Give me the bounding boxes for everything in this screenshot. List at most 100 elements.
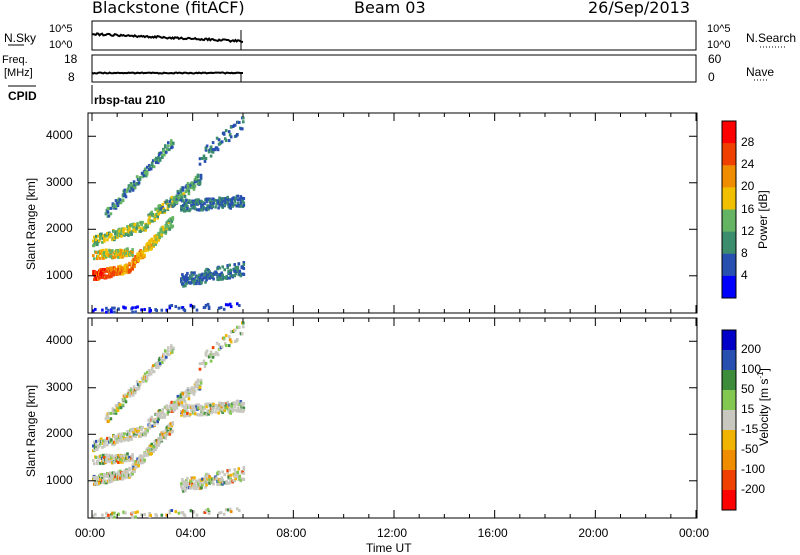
- rti-cell: [148, 420, 151, 424]
- rti-cell: [185, 403, 188, 407]
- rti-cell: [224, 139, 228, 142]
- rti-cell: [233, 123, 237, 127]
- rti-cell: [99, 251, 102, 255]
- rti-cell: [146, 446, 149, 450]
- rti-cell: [122, 434, 125, 438]
- rti-cell: [143, 513, 146, 516]
- rti-cell: [164, 349, 167, 353]
- rti-cell: [171, 404, 175, 408]
- colorbar-frame: [721, 329, 737, 511]
- nsky-label: N.Sky: [4, 31, 37, 45]
- rti-cell: [118, 432, 121, 436]
- rti-cell: [229, 473, 232, 477]
- rti-cell: [193, 202, 196, 206]
- rti-cell: [99, 456, 102, 460]
- rti-cell: [207, 355, 211, 359]
- rti-cell: [188, 414, 191, 418]
- rti-cell: [135, 257, 138, 261]
- rti-cell: [220, 345, 224, 349]
- rti-cell: [168, 304, 172, 308]
- rti-cell: [125, 459, 128, 463]
- rti-cell: [129, 473, 132, 477]
- rti-cell: [223, 203, 226, 207]
- rti-cell: [103, 270, 106, 274]
- rti-cell: [101, 240, 104, 244]
- rti-cell: [217, 511, 221, 515]
- rti-cell: [177, 192, 181, 196]
- rti-cell: [101, 308, 104, 312]
- rti-cell: [158, 363, 162, 367]
- rti-cell: [93, 440, 96, 444]
- rti-cell: [193, 407, 196, 411]
- rti-cell: [92, 254, 95, 258]
- rti-cell: [241, 332, 244, 336]
- rti-cell: [242, 466, 246, 469]
- rti-cell: [205, 483, 208, 487]
- rti-cell: [199, 173, 203, 177]
- rti-cell: [206, 409, 209, 413]
- rti-cell: [195, 200, 198, 204]
- colorbar-swatch: [722, 330, 736, 351]
- rti-cell: [128, 261, 131, 265]
- rti-cell: [121, 272, 124, 276]
- rti-cell: [103, 475, 106, 479]
- colorbar-tick-label: -50: [741, 442, 759, 456]
- rti-cell: [234, 197, 237, 200]
- ytick-label: 1000: [46, 472, 73, 487]
- rti-cell: [98, 481, 101, 485]
- rti-cell: [142, 454, 145, 458]
- rti-cell: [197, 403, 200, 407]
- rti-cell: [131, 250, 134, 254]
- rti-cell: [172, 346, 175, 350]
- rti-cell: [242, 203, 246, 207]
- rti-cell: [171, 429, 175, 433]
- rti-cell: [137, 224, 140, 228]
- rti-cell: [229, 202, 232, 206]
- rti-cell: [190, 186, 194, 190]
- rti-cell: [137, 464, 140, 468]
- rti-cell: [215, 351, 219, 355]
- rti-cell: [156, 366, 160, 370]
- colorbar-swatch: [722, 187, 736, 210]
- rti-cell: [170, 195, 174, 199]
- rti-cell: [159, 230, 162, 234]
- colorbar-swatch: [722, 165, 736, 188]
- rti-cell: [134, 435, 137, 438]
- rti-cell: [217, 206, 220, 210]
- rti-cell: [131, 393, 135, 397]
- rti-cell: [197, 198, 200, 202]
- rti-cell: [102, 453, 105, 457]
- rti-cell: [226, 508, 230, 512]
- rti-cell: [146, 223, 149, 227]
- rti-cell: [242, 468, 246, 471]
- rti-cell: [92, 309, 95, 313]
- rti-cell: [236, 338, 239, 341]
- rti-cell: [175, 406, 179, 409]
- rti-cell: [182, 489, 185, 493]
- rti-cell: [119, 457, 122, 461]
- rti-cell: [139, 461, 142, 465]
- rti-cell: [157, 358, 161, 362]
- rti-cell: [117, 512, 120, 516]
- rti-cell: [163, 149, 166, 153]
- colorbar-swatch: [722, 430, 736, 451]
- rti-cell: [241, 470, 245, 474]
- rti-cell: [136, 427, 139, 431]
- rti-cell: [170, 143, 173, 147]
- rti-cell: [229, 135, 233, 139]
- rti-cell: [208, 481, 211, 485]
- rti-cell: [148, 221, 151, 225]
- rti-cell: [209, 350, 213, 354]
- rti-cell: [181, 206, 184, 209]
- rti-cell: [169, 427, 173, 431]
- rti-cell: [195, 308, 199, 312]
- rti-cell: [224, 201, 227, 205]
- rti-cell: [203, 364, 207, 368]
- velocity-cells: [92, 321, 246, 519]
- rti-cell: [135, 226, 138, 230]
- rti-cell: [108, 453, 111, 457]
- rti-cell: [185, 282, 188, 285]
- rti-cell: [136, 305, 139, 309]
- rti-cell: [234, 470, 237, 474]
- colorbar-swatch: [722, 470, 736, 491]
